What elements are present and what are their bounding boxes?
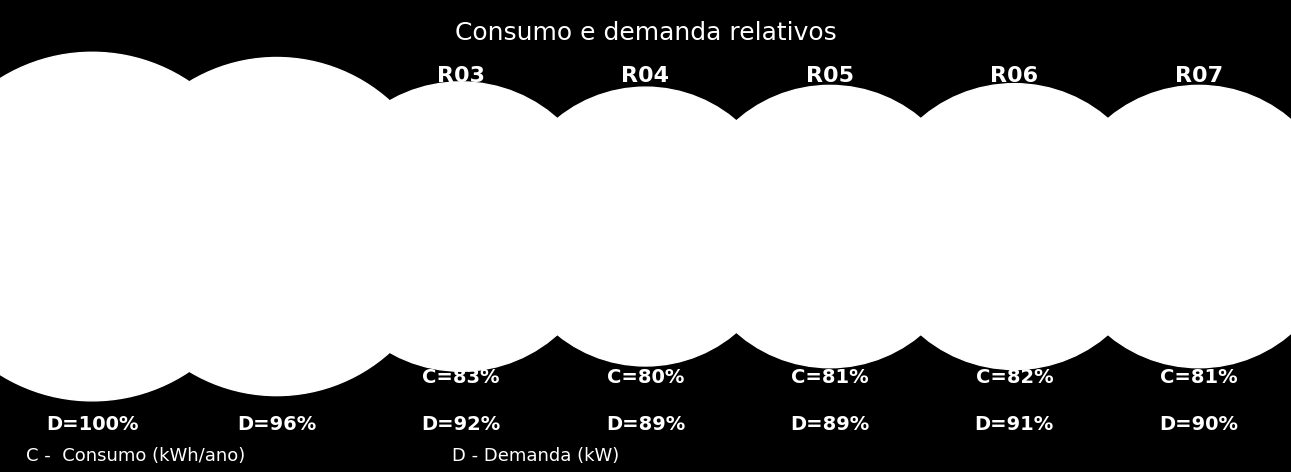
Text: D - Demanda (kW): D - Demanda (kW) [452,447,620,465]
Text: D=89%: D=89% [790,415,870,434]
Text: D=92%: D=92% [421,415,501,434]
Text: C -  Consumo (kWh/ano): C - Consumo (kWh/ano) [26,447,245,465]
Ellipse shape [871,84,1157,370]
Text: C=80%: C=80% [607,368,684,387]
Text: D=100%: D=100% [46,415,138,434]
Text: R02: R02 [253,66,301,85]
Text: R01: R01 [68,66,116,85]
Text: D=89%: D=89% [605,415,686,434]
Text: R05: R05 [806,66,853,85]
Text: R03: R03 [438,66,485,85]
Text: C=81%: C=81% [1161,368,1238,387]
Text: C=82%: C=82% [976,368,1053,387]
Ellipse shape [506,87,785,366]
Ellipse shape [689,85,971,368]
Text: D=96%: D=96% [238,415,316,434]
Ellipse shape [1057,85,1291,368]
Text: D=90%: D=90% [1159,415,1238,434]
Text: R04: R04 [621,66,670,85]
Ellipse shape [316,82,605,371]
Text: R07: R07 [1175,66,1223,85]
Text: Consumo e demanda relativos: Consumo e demanda relativos [454,21,837,45]
Text: R06: R06 [990,66,1038,85]
Text: C=97%: C=97% [238,368,315,387]
Text: C=83%: C=83% [422,368,500,387]
Text: D=91%: D=91% [975,415,1053,434]
Ellipse shape [107,58,445,396]
Text: C=100%: C=100% [46,368,138,387]
Text: C=81%: C=81% [791,368,869,387]
Ellipse shape [0,52,266,401]
